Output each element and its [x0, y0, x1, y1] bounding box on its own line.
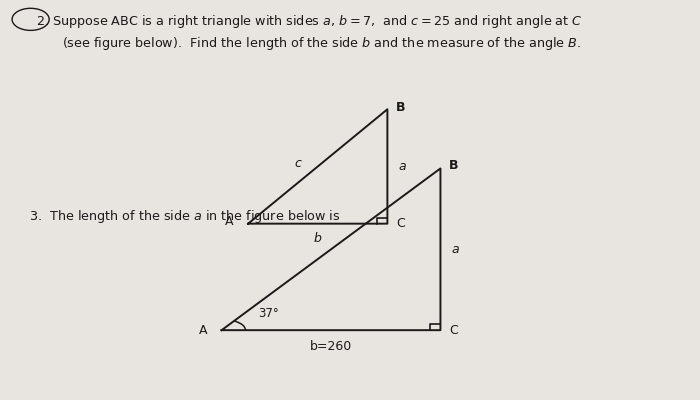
- Text: C: C: [449, 324, 458, 337]
- Text: (see figure below).  Find the length of the side $b$ and the measure of the angl: (see figure below). Find the length of t…: [62, 35, 582, 52]
- Text: B: B: [396, 101, 405, 114]
- Text: b=260: b=260: [310, 340, 352, 353]
- Text: B: B: [449, 159, 459, 172]
- Text: A: A: [225, 215, 234, 228]
- Text: a: a: [398, 160, 405, 173]
- Text: A: A: [199, 324, 207, 337]
- Text: a: a: [451, 243, 458, 256]
- Text: c: c: [295, 157, 301, 170]
- Text: 2. Suppose ABC is a right triangle with sides $a$, $b = 7$,  and $c = 25$ and ri: 2. Suppose ABC is a right triangle with …: [36, 13, 582, 30]
- Text: C: C: [396, 217, 405, 230]
- Text: 37°: 37°: [258, 307, 279, 320]
- Text: 3.  The length of the side $a$ in the figure below is: 3. The length of the side $a$ in the fig…: [29, 208, 341, 225]
- Text: b: b: [314, 232, 322, 245]
